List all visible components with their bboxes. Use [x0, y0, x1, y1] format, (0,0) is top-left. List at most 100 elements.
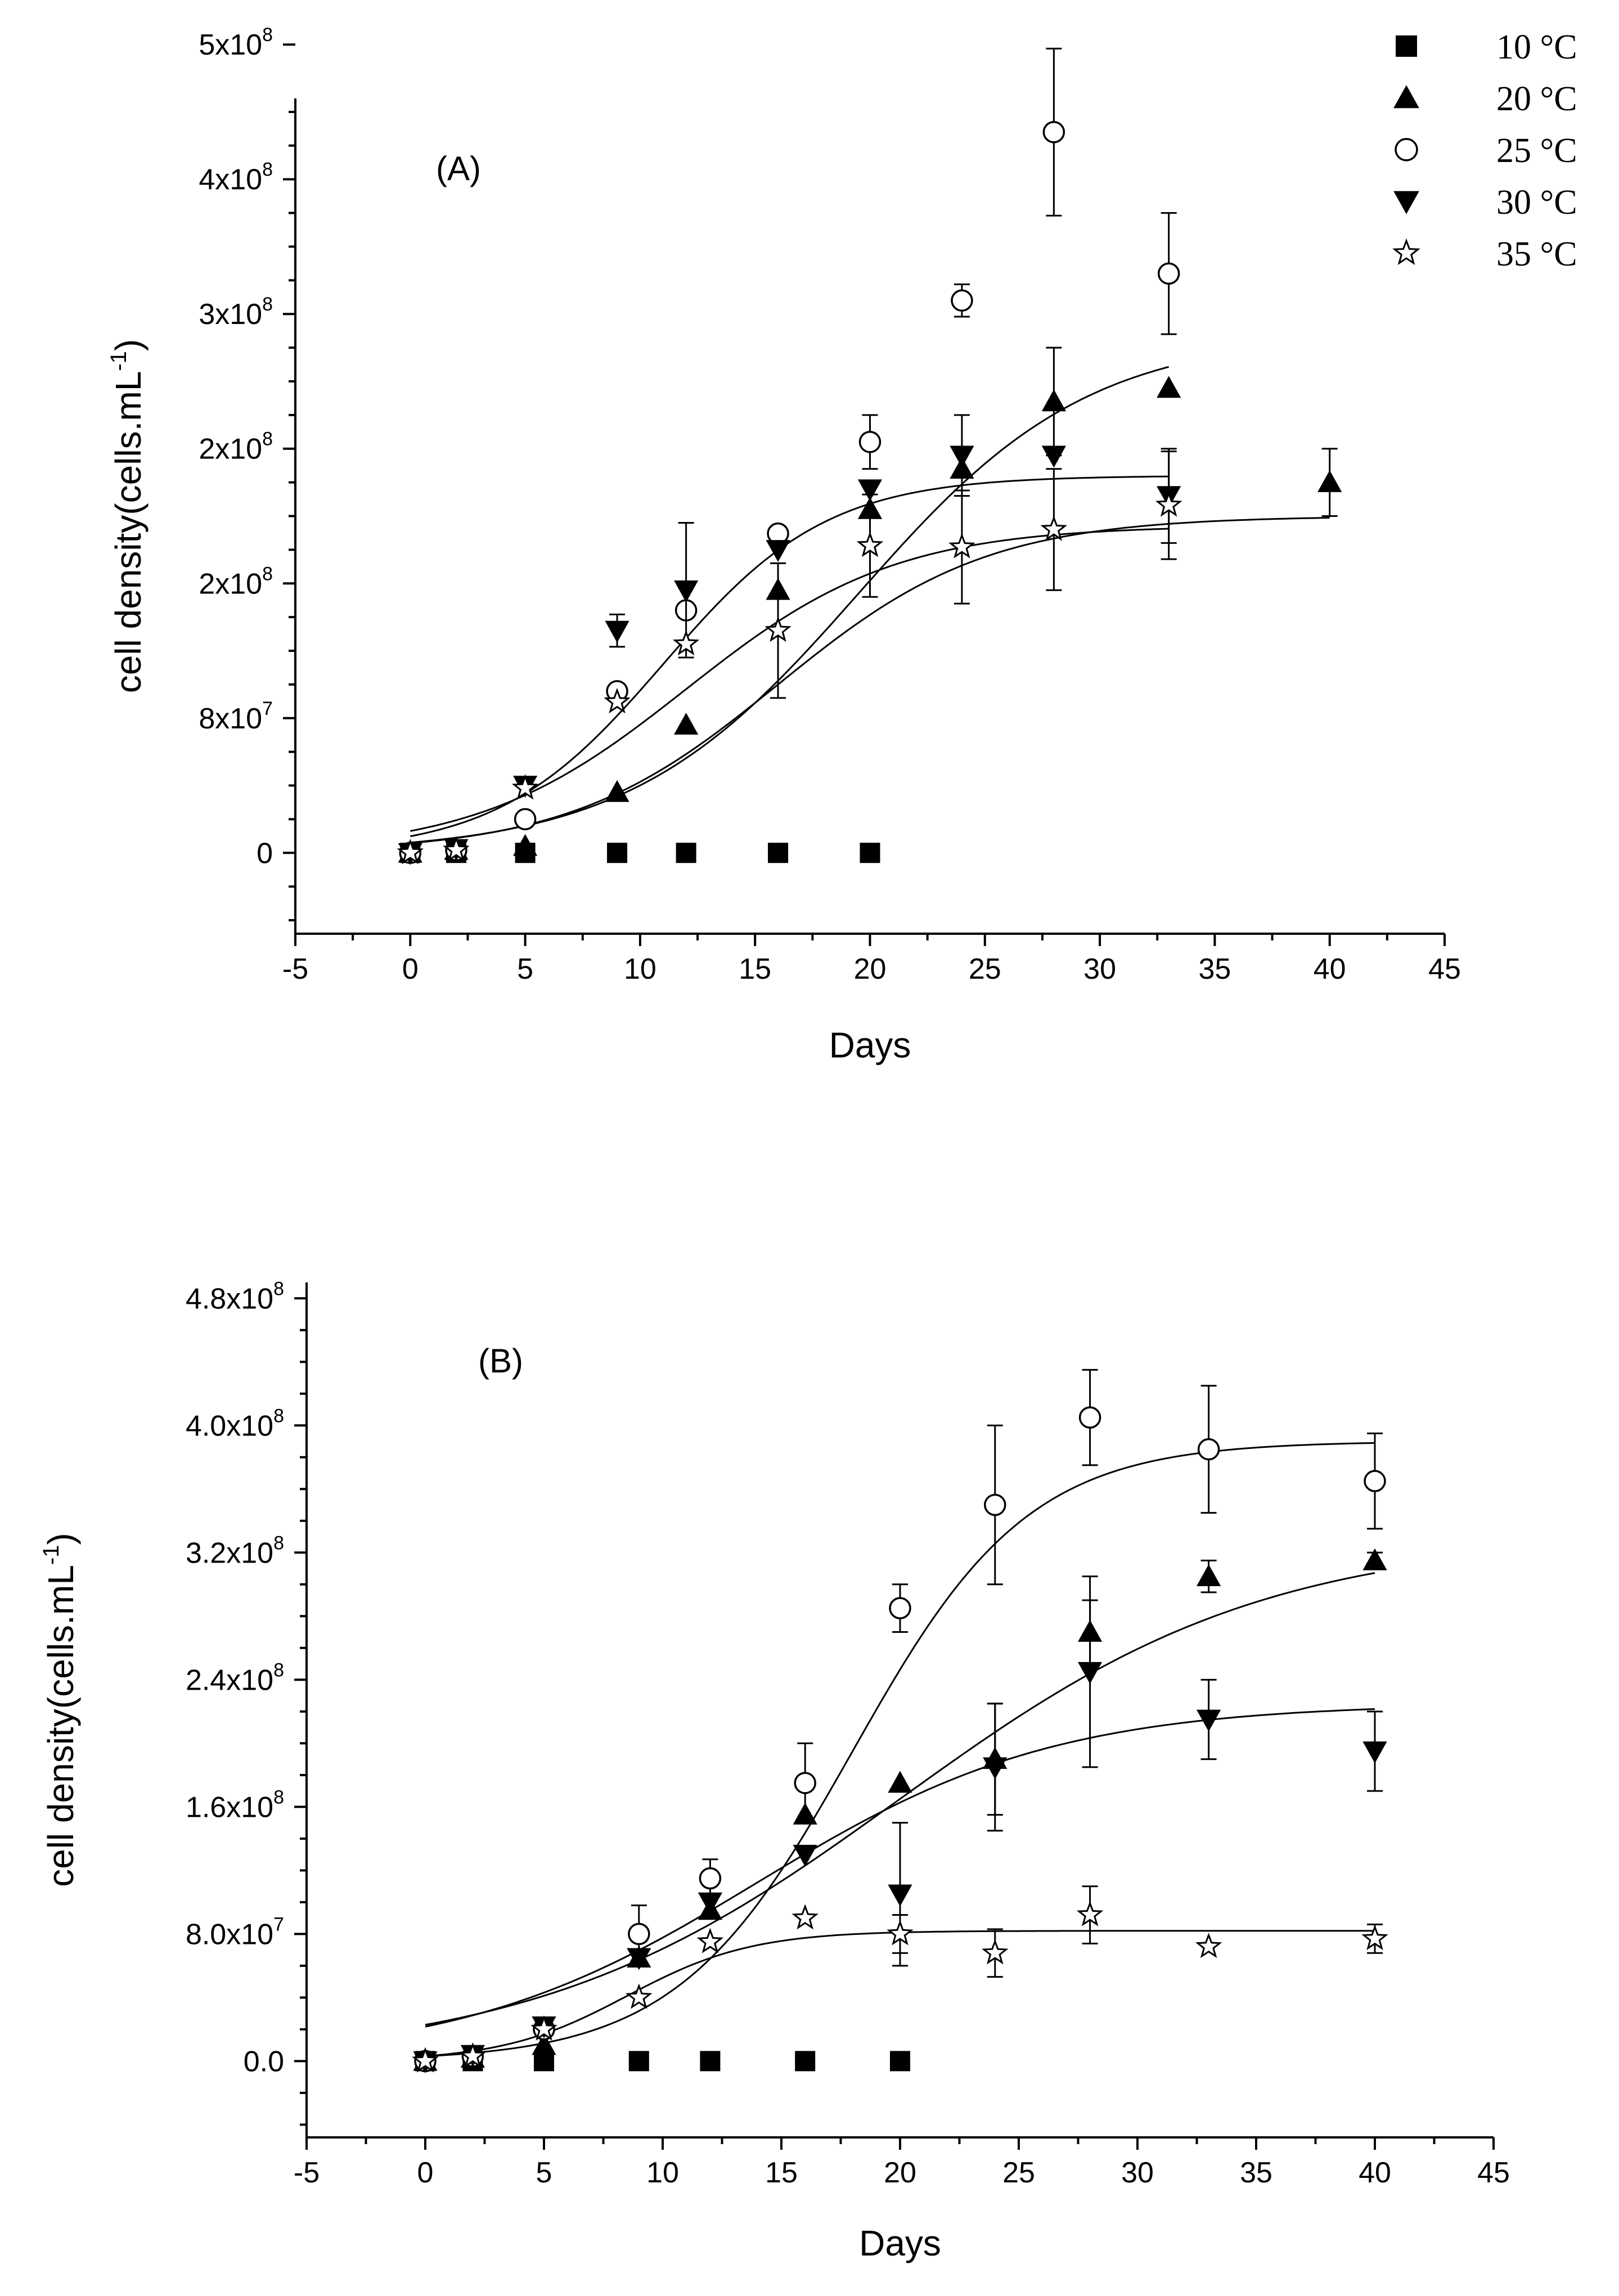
- panel-b-x-tick-label: 0: [417, 2157, 434, 2189]
- panel-a-y-tick-label: 3x108: [199, 294, 273, 331]
- panel-a-point: [514, 808, 537, 831]
- legend-marker: [1392, 238, 1420, 265]
- legend-label: 25 °C: [1496, 132, 1577, 170]
- panel-a-y-tick-label: 2x108: [199, 429, 273, 466]
- panel-b-point: [1197, 1709, 1221, 1732]
- panel-a-x-tick-label: 35: [1198, 953, 1231, 985]
- panel-b-point: [1197, 1564, 1221, 1586]
- panel-b-label: (B): [478, 1342, 523, 1380]
- panel-a-point: [1317, 470, 1342, 492]
- panel-b-point: [698, 1892, 722, 1915]
- panel-a-point: [676, 843, 696, 863]
- panel-a-point: [858, 431, 882, 453]
- panel-b-point: [984, 1493, 1006, 1516]
- panel-b-point: [532, 2033, 556, 2055]
- panel-a-x-tick-label: 25: [969, 953, 1001, 985]
- panel-b-point: [982, 1939, 1009, 1965]
- panel-b-x-tick-label: 20: [884, 2157, 916, 2189]
- panel-b-point: [628, 2051, 649, 2072]
- panel-b-point: [628, 1923, 650, 1946]
- panel-a-x-tick-label: 5: [517, 953, 533, 985]
- panel-a-point: [1042, 121, 1065, 143]
- panel-a-point: [768, 843, 789, 863]
- panel-a-point: [1157, 376, 1181, 398]
- legend-label: 10 °C: [1496, 28, 1577, 66]
- panel-b-point: [699, 1867, 722, 1890]
- panel-b-x-tick-label: 45: [1477, 2157, 1510, 2189]
- panel-a-series-3: [399, 47, 1180, 865]
- panel-b-point: [700, 2051, 721, 2072]
- panel-a-series-5: [397, 451, 1182, 865]
- panel-a-x-tick-label: 0: [402, 953, 419, 985]
- panel-a-x-tick-label: 10: [624, 953, 656, 985]
- panel-b-point: [794, 1772, 816, 1794]
- panel-b-y-tick-label: 4.0x108: [186, 1405, 284, 1442]
- panel-a-y-tick-label: 2x108: [199, 563, 273, 600]
- panel-b-point: [412, 2047, 439, 2073]
- panel-b-x-axis-title: Days: [859, 2223, 941, 2263]
- panel-b-y-tick-label: 0.0: [244, 2045, 284, 2078]
- panel-a-fit-curve-5: [410, 528, 1169, 832]
- panel-b-x-tick-label: -5: [294, 2157, 320, 2189]
- panel-b-point: [530, 2015, 557, 2041]
- panel-a-x-tick-label: 30: [1083, 953, 1116, 985]
- panel-a-fit-curve-3: [410, 366, 1170, 844]
- panel-b-x-tick-label: 40: [1359, 2157, 1391, 2189]
- panel-b-point: [1364, 1470, 1386, 1492]
- panel-b-y-axis-title: cell density(cells.mL-1): [39, 1533, 81, 1887]
- panel-a-point: [857, 479, 883, 502]
- panel-a-fit-curve-4: [410, 475, 1169, 838]
- panel-a-x-tick-label: 20: [854, 953, 887, 985]
- panel-a-point: [951, 289, 973, 312]
- legend-label: 35 °C: [1496, 235, 1577, 273]
- panel-b-point: [1362, 1548, 1387, 1570]
- panel-b-point: [890, 2051, 910, 2072]
- panel-b-y-tick-label: 3.2x108: [186, 1532, 284, 1569]
- panel-b-x-tick-label: 35: [1240, 2157, 1272, 2189]
- panel-b-x-tick-label: 15: [765, 2157, 798, 2189]
- panel-a-point: [860, 843, 880, 863]
- panel-b-point: [793, 1844, 817, 1867]
- panel-a-point: [948, 533, 975, 559]
- panel-a-y-tick-label: 8x107: [199, 698, 273, 735]
- panel-a-label: (A): [436, 150, 481, 187]
- panel-a-x-axis-title: Days: [829, 1025, 911, 1065]
- panel-a-point: [672, 630, 700, 656]
- panel-a-point: [766, 540, 790, 562]
- panel-b-point: [696, 1928, 724, 1953]
- panel-a-point: [397, 839, 424, 865]
- panel-b: -5 0 5 10 15 20 25 30 35 40 45 0.0 8.0x107 1.6x108 2.4…: [39, 1278, 1510, 2263]
- panel-a-y-tick-label: 4x108: [199, 159, 273, 196]
- panel-b-point: [888, 1884, 912, 1907]
- panel-a-point: [607, 843, 628, 863]
- panel-a-y-tick-label: 5x108: [199, 24, 273, 61]
- legend-label: 30 °C: [1496, 183, 1577, 222]
- legend-marker: [1396, 35, 1417, 57]
- panel-b-fit-curve-2: [425, 1572, 1375, 2026]
- panel-b-point: [1078, 1662, 1103, 1684]
- panel-b-point: [1195, 1933, 1222, 1959]
- panel-a-point: [674, 580, 699, 602]
- panel-b-y-tick-label: 4.8x108: [186, 1278, 284, 1315]
- panel-b-point: [791, 1904, 819, 1930]
- panel-b-point: [887, 1920, 914, 1946]
- panel-b-point: [1361, 1924, 1388, 1951]
- panel-a-point: [443, 836, 470, 862]
- panel-a-point: [1157, 262, 1180, 285]
- panel-b-x-tick-label: 30: [1121, 2157, 1154, 2189]
- panel-a-series-4: [398, 414, 1181, 865]
- panel-a-point: [1041, 445, 1066, 468]
- panel-a-point: [605, 620, 629, 643]
- panel-b-point: [1362, 1741, 1387, 1764]
- panel-a-point: [1155, 491, 1182, 517]
- panel-a-x-tick-label: 15: [739, 953, 771, 985]
- panel-b-point: [795, 2051, 816, 2072]
- panel-b-series-4: [413, 1575, 1387, 2073]
- panel-a-point: [511, 774, 539, 800]
- panel-b-point: [459, 2042, 487, 2068]
- legend: 10 °C 20 °C 25 °C 30 °C 35 °C: [1392, 28, 1577, 273]
- legend-marker: [1393, 191, 1419, 214]
- panel-b-point: [626, 1983, 653, 2009]
- panel-b-point: [983, 1757, 1008, 1780]
